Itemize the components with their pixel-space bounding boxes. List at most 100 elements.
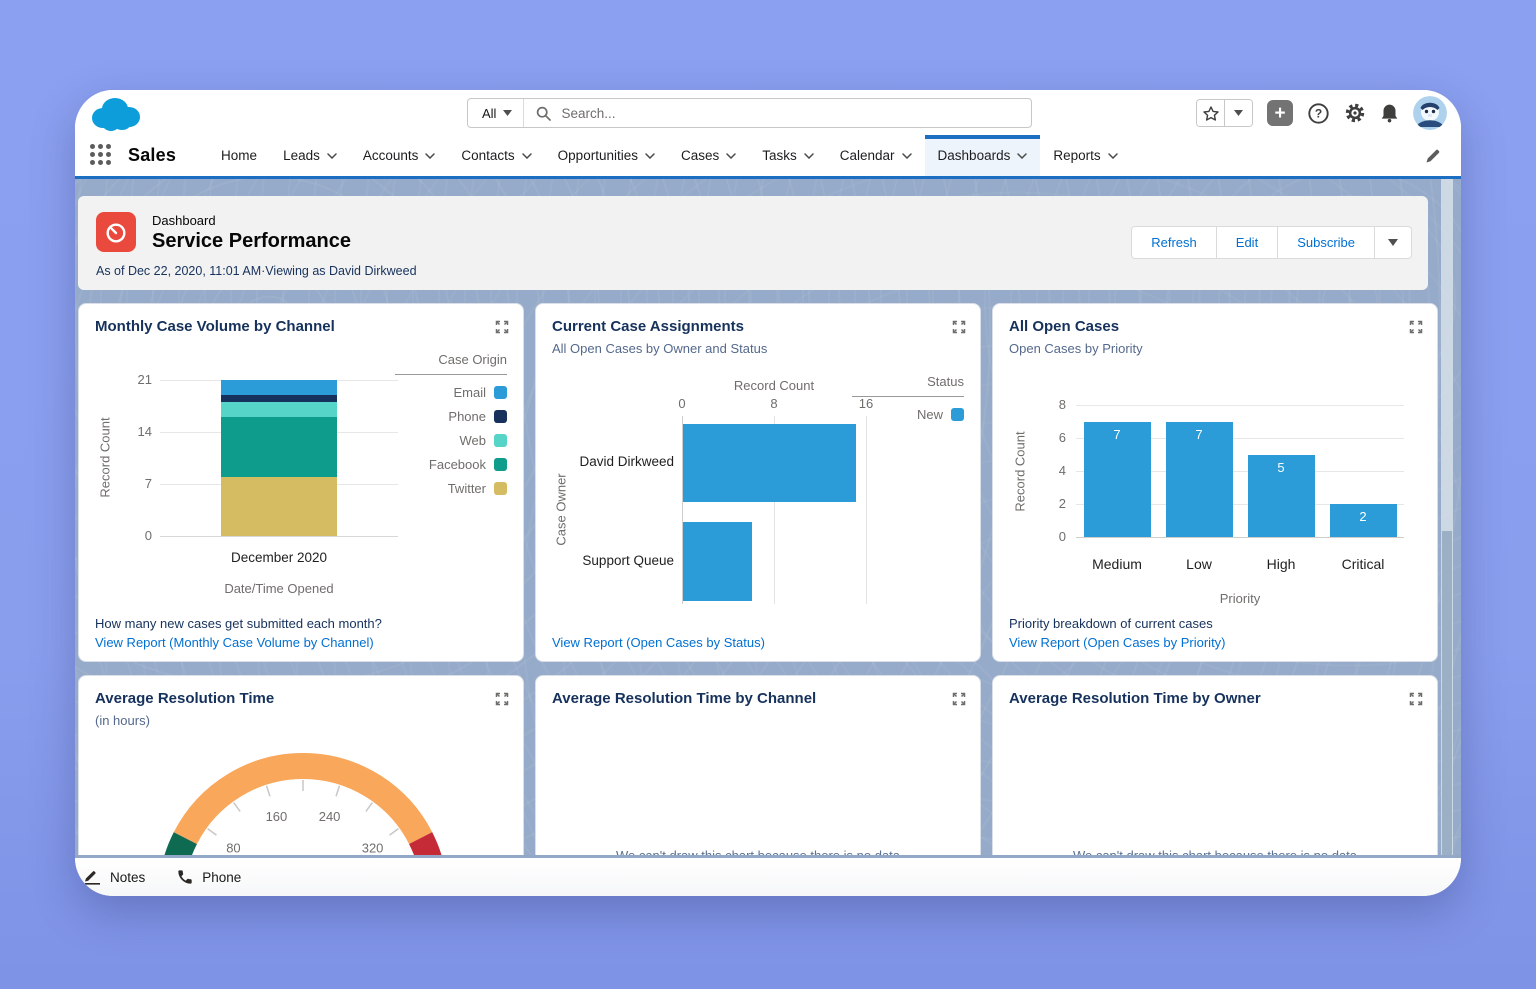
legend-entry-web: Web [395,433,507,448]
help-icon[interactable]: ? [1307,102,1330,125]
bar-high[interactable] [1247,454,1315,537]
chart-legend: Case Origin Email Phone Web Facebook Twitter [395,352,507,505]
bar-segment-facebook[interactable] [221,417,337,477]
gauge-tick-label: 240 [319,809,341,824]
bar-segment-phone[interactable] [221,394,337,403]
expand-icon[interactable] [952,692,966,706]
view-report-link[interactable]: View Report (Monthly Case Volume by Chan… [95,635,374,650]
refresh-button[interactable]: Refresh [1131,226,1217,259]
scrollbar-thumb[interactable] [1442,530,1452,855]
tab-contacts[interactable]: Contacts [448,135,544,176]
favorites-caret-icon[interactable] [1225,100,1252,126]
tab-cases[interactable]: Cases [668,135,749,176]
footer-note: Priority breakdown of current cases [1009,616,1213,631]
bar-medium[interactable] [1083,421,1151,537]
legend-label: Web [459,433,487,448]
view-report-link[interactable]: View Report (Open Cases by Status) [552,635,765,650]
bar-segment-twitter[interactable] [221,476,337,536]
tab-leads[interactable]: Leads [270,135,350,176]
dock-item-label: Phone [202,869,242,885]
legend-swatch [494,410,507,423]
header-actions: + ? [1196,96,1447,130]
bell-icon[interactable] [1380,103,1399,123]
star-icon[interactable] [1197,100,1225,126]
bar-critical[interactable] [1329,504,1397,537]
edit-button[interactable]: Edit [1216,226,1279,259]
x-axis-label: Record Count [733,378,815,393]
search-scope-selector[interactable]: All [468,106,523,121]
chevron-down-icon [327,152,337,159]
app-launcher-icon[interactable] [90,143,114,168]
dock-item-label: Notes [110,869,146,885]
phone-icon [177,869,193,885]
gear-icon[interactable] [1344,102,1366,124]
bar-segment-web[interactable] [221,402,337,418]
dashboard-gauge-icon [96,212,136,252]
widget-footer: View Report (Open Cases by Status) [552,633,765,652]
chevron-down-icon [1017,152,1028,159]
vertical-bar-chart: 0 2 4 6 8 7 Medium 7 Low 5 High 2 Critical Priority Re… [993,304,1437,661]
widget-current-case-assignments: Current Case Assignments All Open Cases … [535,303,981,662]
legend-swatch [494,482,507,495]
legend-title: Case Origin [395,352,507,375]
scrollbar[interactable] [1441,179,1453,855]
expand-icon[interactable] [1409,320,1423,334]
tab-opportunities[interactable]: Opportunities [545,135,668,176]
bar-low[interactable] [1165,421,1233,537]
legend-entry-new: New [852,407,964,422]
expand-icon[interactable] [495,320,509,334]
widget-avg-resolution-by-channel: Average Resolution Time by Channel We ca… [535,675,981,855]
y-axis-label: Case Owner [553,473,569,546]
widget-grid: Monthly Case Volume by Channel 0 7 14 21 Rec… [78,303,1438,855]
widget-footer: Priority breakdown of current cases View… [1009,614,1226,652]
gauge-band-2 [408,832,442,855]
more-actions-button[interactable] [1375,226,1412,259]
legend-swatch [494,386,507,399]
tab-accounts[interactable]: Accounts [350,135,449,176]
expand-icon[interactable] [1409,692,1423,706]
bar-support-queue[interactable] [683,522,752,601]
bar-david-dirkweed[interactable] [683,424,856,502]
legend-entry-phone: Phone [395,409,507,424]
y-axis-tick: 7 [144,476,152,491]
gauge-tick [389,828,399,836]
tab-home[interactable]: Home [208,135,270,176]
chart-legend: Status New [852,374,964,431]
search-input[interactable] [559,104,1031,122]
expand-icon[interactable] [495,692,509,706]
horizontal-bar-chart: Record Count 0 8 16 David Dirkweed Support Qu… [536,304,980,661]
dashboard-as-of-text: As of Dec 22, 2020, 11:01 AM·Viewing as … [96,264,417,278]
pencil-icon[interactable] [1425,148,1441,164]
caret-down-icon [503,110,513,116]
tab-label: Calendar [839,148,895,163]
page-title: Service Performance [152,230,352,252]
view-report-link[interactable]: View Report (Open Cases by Priority) [1009,635,1226,650]
legend-swatch [494,434,507,447]
bar-segment-email[interactable] [221,380,337,395]
user-avatar[interactable] [1413,96,1447,130]
tab-reports[interactable]: Reports [1040,135,1130,176]
tab-tasks[interactable]: Tasks [749,135,827,176]
legend-label: Twitter [447,481,486,496]
chevron-down-icon [425,152,436,159]
x-category-label: Low [1186,556,1212,572]
legend-entry-email: Email [395,385,507,400]
widget-avg-resolution-by-owner: Average Resolution Time by Owner We can'… [992,675,1438,855]
dock-item-phone[interactable]: Phone [177,869,241,885]
dashboard-action-buttons: Refresh Edit Subscribe [1131,226,1412,259]
y-axis-tick: 0 [144,528,152,543]
gridline [682,416,683,604]
y-axis-label: Record Count [1012,431,1028,512]
salesforce-cloud-icon [87,93,145,138]
dock-item-notes[interactable]: Notes [84,869,145,885]
browser-app-window: All + ? [75,90,1461,896]
tab-calendar[interactable]: Calendar [827,135,925,176]
chevron-down-icon [1107,152,1118,159]
expand-icon[interactable] [952,320,966,334]
widget-all-open-cases: All Open Cases Open Cases by Priority 0 2… [992,303,1438,662]
widget-footer: How many new cases get submitted each mo… [95,614,382,652]
tab-dashboards[interactable]: Dashboards [924,135,1041,176]
subscribe-button[interactable]: Subscribe [1278,226,1375,259]
plus-icon[interactable]: + [1267,100,1293,126]
nav-tabs: Home Leads Accounts Contacts Opportunities Ca… [208,135,1131,176]
